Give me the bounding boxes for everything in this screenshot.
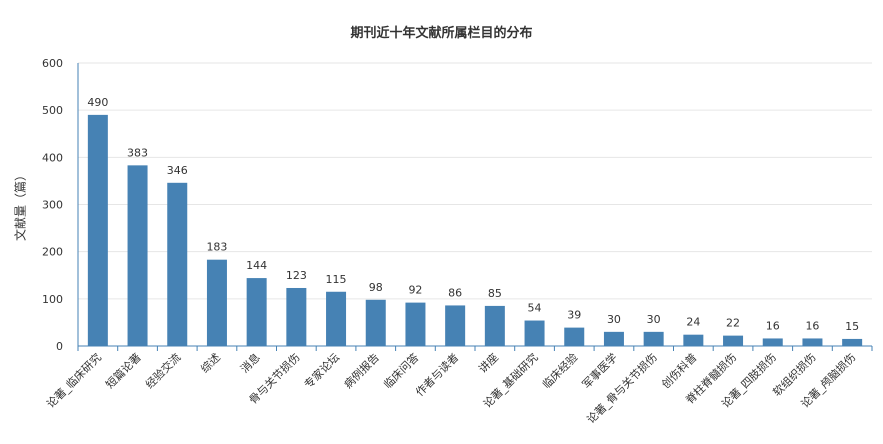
bar bbox=[762, 338, 783, 346]
bar bbox=[643, 331, 664, 346]
gridlines bbox=[78, 62, 872, 300]
x-tick: 论著_临床研究 bbox=[44, 350, 104, 410]
y-tick-label: 0 bbox=[56, 340, 63, 353]
y-axis-ticks: 0 100 200 300 400 500 600 bbox=[42, 57, 63, 353]
bar bbox=[603, 331, 624, 346]
x-tick-label: 专家论坛 bbox=[301, 350, 342, 391]
x-tick: 消息 bbox=[237, 350, 262, 375]
y-tick: 100 bbox=[42, 293, 63, 306]
bar bbox=[206, 259, 227, 346]
y-tick-label: 300 bbox=[42, 199, 63, 212]
bar bbox=[484, 305, 505, 346]
bar bbox=[405, 302, 426, 346]
y-tick-label: 100 bbox=[42, 293, 63, 306]
x-tick-label: 临床经验 bbox=[539, 350, 580, 391]
x-tick: 经验交流 bbox=[142, 350, 183, 391]
bar bbox=[445, 305, 466, 346]
y-tick: 200 bbox=[42, 246, 63, 259]
value-label: 22 bbox=[726, 317, 740, 330]
value-label: 24 bbox=[686, 316, 700, 329]
x-tick-label: 创伤科普 bbox=[658, 350, 699, 391]
bar bbox=[87, 114, 108, 346]
value-label: 346 bbox=[167, 164, 188, 177]
value-label: 490 bbox=[87, 96, 108, 109]
x-tick: 作者与读者 bbox=[412, 350, 461, 399]
x-tick: 专家论坛 bbox=[301, 350, 342, 391]
bar bbox=[524, 320, 545, 346]
x-tick-label: 经验交流 bbox=[142, 350, 183, 391]
value-label: 383 bbox=[127, 146, 148, 159]
x-tick: 短篇论著 bbox=[103, 350, 144, 391]
x-tick-label: 作者与读者 bbox=[412, 350, 461, 399]
x-tick: 临床经验 bbox=[539, 350, 580, 391]
x-tick-label: 短篇论著 bbox=[103, 350, 144, 391]
x-tick: 军事医学 bbox=[579, 350, 620, 391]
value-label: 30 bbox=[647, 313, 661, 326]
value-label: 85 bbox=[488, 287, 502, 300]
x-tick: 创伤科普 bbox=[658, 350, 699, 391]
y-tick: 600 bbox=[42, 57, 63, 70]
bar bbox=[683, 334, 704, 346]
value-label: 39 bbox=[567, 309, 581, 322]
value-labels: 490 383 346 183 144 123 115 98 92 86 85 54 39 30 30 24 2… bbox=[87, 96, 859, 333]
bar bbox=[167, 182, 188, 346]
value-label: 86 bbox=[448, 286, 462, 299]
value-label: 123 bbox=[286, 269, 307, 282]
chart-title: 期刊近十年文献所属栏目的分布 bbox=[350, 26, 533, 41]
bar bbox=[127, 165, 148, 346]
x-tick-label: 论著_临床研究 bbox=[44, 350, 104, 410]
bars bbox=[87, 114, 863, 346]
x-tick: 讲座 bbox=[476, 350, 501, 375]
bar bbox=[802, 338, 823, 346]
value-label: 16 bbox=[766, 319, 780, 332]
bar bbox=[246, 278, 267, 346]
value-label: 183 bbox=[206, 241, 227, 254]
value-label: 115 bbox=[326, 273, 347, 286]
value-label: 54 bbox=[528, 302, 542, 315]
bar bbox=[842, 338, 863, 346]
bar bbox=[564, 327, 585, 346]
bar bbox=[365, 299, 386, 346]
y-tick: 500 bbox=[42, 104, 63, 117]
value-label: 144 bbox=[246, 259, 267, 272]
x-tick: 临床问答 bbox=[381, 350, 422, 391]
bar bbox=[723, 335, 744, 346]
y-tick: 300 bbox=[42, 199, 63, 212]
value-label: 15 bbox=[845, 320, 859, 333]
bar bbox=[326, 291, 347, 346]
y-tick-label: 200 bbox=[42, 246, 63, 259]
x-tick-label: 临床问答 bbox=[381, 350, 422, 391]
x-tick-label: 军事医学 bbox=[579, 350, 620, 391]
x-tick-label: 消息 bbox=[237, 350, 262, 375]
x-tick-label: 病例报告 bbox=[341, 350, 382, 391]
y-tick-label: 600 bbox=[42, 57, 63, 70]
x-tick-label: 讲座 bbox=[476, 350, 501, 375]
x-tick: 病例报告 bbox=[341, 350, 382, 391]
y-tick: 400 bbox=[42, 151, 63, 164]
value-label: 16 bbox=[805, 319, 819, 332]
bar bbox=[286, 287, 307, 346]
value-label: 98 bbox=[369, 281, 383, 294]
x-tick: 论著_骨与关节损伤 bbox=[584, 350, 660, 426]
value-label: 30 bbox=[607, 313, 621, 326]
y-tick-label: 500 bbox=[42, 104, 63, 117]
x-tick: 综述 bbox=[198, 350, 223, 375]
x-tick-label: 综述 bbox=[198, 350, 223, 375]
y-tick: 0 bbox=[56, 340, 63, 353]
y-tick-label: 400 bbox=[42, 151, 63, 164]
x-tick-label: 论著_骨与关节损伤 bbox=[584, 350, 660, 426]
value-label: 92 bbox=[408, 284, 422, 297]
